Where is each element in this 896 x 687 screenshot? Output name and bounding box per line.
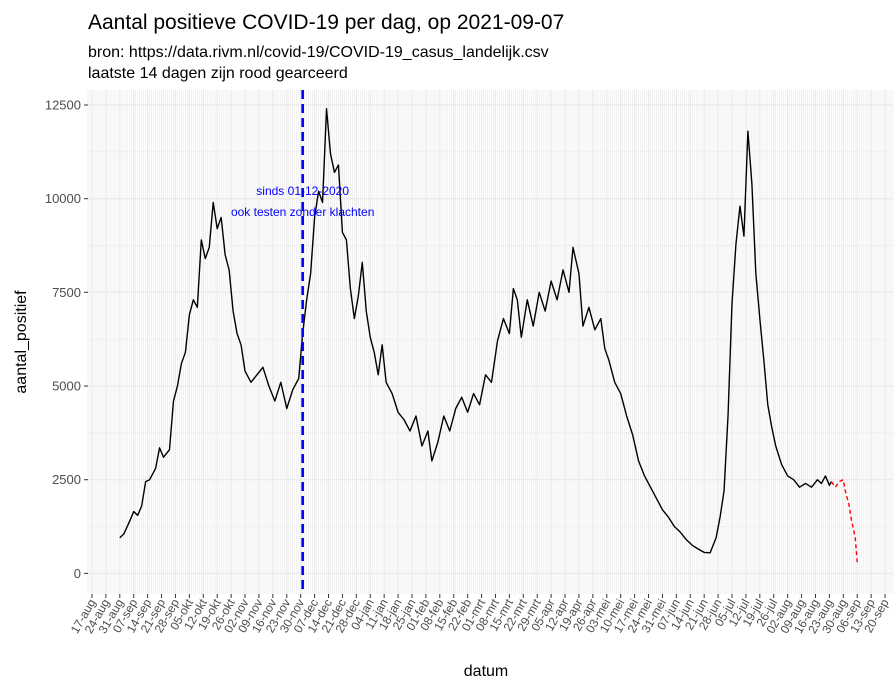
y-tick-label: 10000 bbox=[45, 191, 81, 206]
x-axis-label: datum bbox=[464, 663, 508, 680]
data-series bbox=[119, 108, 858, 563]
y-axis: 0 2500 5000 7500 10000 12500 bbox=[45, 97, 88, 581]
major-gridlines bbox=[88, 90, 893, 594]
plot-panel bbox=[88, 90, 893, 594]
x-axis: 17-aug24-aug31-aug07-sep14-sep21-sep28-s… bbox=[68, 594, 892, 636]
series-line bbox=[119, 108, 832, 554]
annotation-line-2: ook testen zonder klachten bbox=[231, 205, 374, 219]
chart-title: Aantal positieve COVID-19 per dag, op 20… bbox=[88, 11, 564, 34]
series-line-last14 bbox=[830, 479, 858, 563]
y-tick-label: 5000 bbox=[52, 379, 81, 394]
y-tick-label: 0 bbox=[74, 566, 81, 581]
y-tick-label: 12500 bbox=[45, 97, 81, 112]
chart-subtitle-source: bron: https://data.rivm.nl/covid-19/COVI… bbox=[88, 44, 549, 61]
y-axis-label: aantal_positief bbox=[13, 290, 30, 394]
y-tick-label: 2500 bbox=[52, 472, 81, 487]
annotation-line-1: sinds 01-12-2020 bbox=[256, 184, 349, 198]
y-tick-label: 7500 bbox=[52, 285, 81, 300]
annotation: sinds 01-12-2020 ook testen zonder klach… bbox=[231, 184, 374, 219]
chart-subtitle-note: laatste 14 dagen zijn rood gearceerd bbox=[88, 65, 348, 82]
